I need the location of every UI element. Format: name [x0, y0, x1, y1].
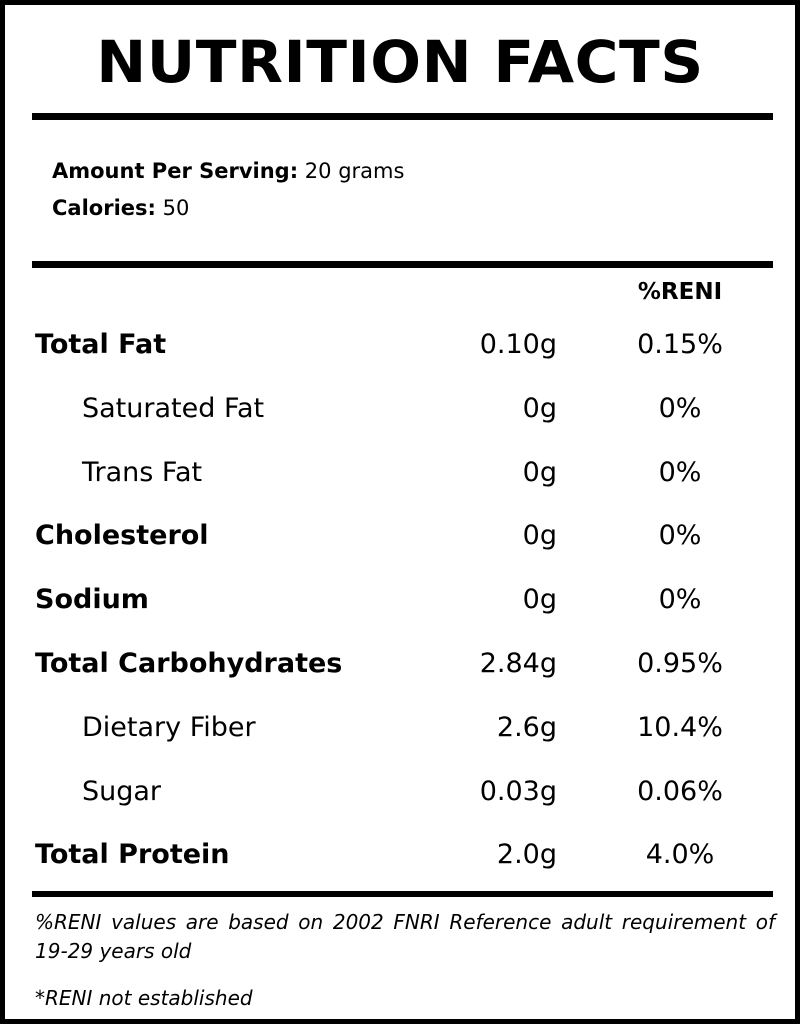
- nutrient-amount: 0g: [522, 392, 557, 424]
- reni-note: *RENI not established: [35, 986, 253, 1010]
- nutrient-amount: 2.0g: [496, 839, 557, 871]
- table-row: Dietary Fiber 2.6g 10.4%: [5, 698, 800, 762]
- nutrient-amount: 0g: [522, 520, 557, 552]
- nutrient-name: Sugar: [82, 775, 162, 807]
- nutrient-name: Total Protein: [35, 839, 230, 871]
- nutrient-name: Saturated Fat: [82, 392, 265, 424]
- nutrient-amount: 0g: [522, 456, 557, 488]
- table-row: Sugar 0.03g 0.06%: [5, 762, 800, 826]
- nutrient-name: Cholesterol: [35, 520, 209, 552]
- nutrient-name: Total Carbohydrates: [35, 647, 343, 679]
- nutrient-reni: 0%: [658, 520, 702, 552]
- serving-amount-label: Amount Per Serving:: [52, 159, 299, 183]
- calories-label: Calories:: [52, 196, 156, 220]
- table-row: Total Fat 0.10g 0.15%: [5, 315, 800, 379]
- nutrient-reni: 0%: [658, 392, 702, 424]
- nutrient-name: Sodium: [35, 584, 149, 616]
- nutrient-reni: 0.06%: [637, 775, 723, 807]
- nutrient-name: Trans Fat: [82, 456, 203, 488]
- reni-column-header: %RENI: [637, 279, 723, 305]
- nutrient-table: Total Fat 0.10g 0.15% Saturated Fat 0g 0…: [5, 315, 800, 889]
- nutrient-amount: 0g: [522, 584, 557, 616]
- nutrient-reni: 0.95%: [637, 647, 723, 679]
- nutrient-reni: 0%: [658, 456, 702, 488]
- nutrient-amount: 0.10g: [479, 329, 557, 360]
- table-row: Trans Fat 0g 0%: [5, 443, 800, 507]
- nutrient-name: Dietary Fiber: [82, 711, 256, 743]
- divider-top: [32, 113, 773, 120]
- table-row: Saturated Fat 0g 0%: [5, 379, 800, 443]
- serving-amount-value: 20 grams: [304, 159, 405, 183]
- nutrient-reni: 4.0%: [645, 839, 715, 871]
- calories-value: 50: [162, 196, 190, 220]
- table-row: Cholesterol 0g 0%: [5, 506, 800, 570]
- nutrient-reni: 0%: [658, 584, 702, 616]
- nutrient-name: Total Fat: [35, 329, 167, 360]
- serving-amount: Amount Per Serving: 20 grams: [52, 158, 404, 184]
- nutrient-amount: 0.03g: [479, 775, 557, 807]
- table-row: Sodium 0g 0%: [5, 570, 800, 634]
- divider-middle: [32, 261, 773, 268]
- nutrient-reni: 10.4%: [637, 711, 723, 743]
- table-row: Total Carbohydrates 2.84g 0.95%: [5, 634, 800, 698]
- calories: Calories: 50: [52, 195, 189, 221]
- nutrient-reni: 0.15%: [637, 329, 723, 360]
- nutrient-amount: 2.6g: [496, 711, 557, 743]
- reni-footnote: %RENI values are based on 2002 FNRI Refe…: [35, 910, 775, 963]
- nutrient-amount: 2.84g: [479, 647, 557, 679]
- page-title: NUTRITION FACTS: [96, 28, 704, 96]
- divider-bottom: [32, 891, 773, 897]
- table-row: Total Protein 2.0g 4.0%: [5, 825, 800, 889]
